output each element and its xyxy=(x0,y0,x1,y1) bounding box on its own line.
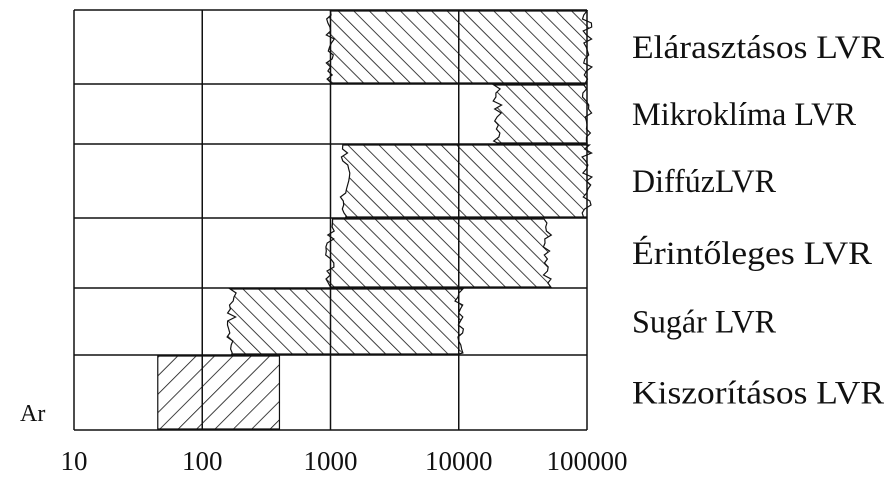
row-label: DiffúzLVR xyxy=(632,164,776,200)
x-tick-label: 10 xyxy=(61,446,88,476)
x-tick-label: 10000 xyxy=(425,446,493,476)
row-label: Mikroklíma LVR xyxy=(632,97,856,133)
row-label: Kiszorításos LVR xyxy=(632,376,884,412)
row-labels: Elárasztásos LVR Mikroklíma LVR DiffúzLVR É… xyxy=(632,30,884,412)
range-bar xyxy=(157,355,281,430)
x-tick-label: 1000 xyxy=(304,446,358,476)
row-label: Sugár LVR xyxy=(632,305,776,341)
y-axis-label: Ar xyxy=(20,401,45,427)
grid xyxy=(73,9,588,431)
range-bar xyxy=(339,144,594,218)
range-bars xyxy=(157,10,594,430)
range-bar xyxy=(491,84,593,144)
x-tick-label: 100 xyxy=(182,446,223,476)
row-label: Érintőleges LVR xyxy=(632,235,872,272)
range-bar xyxy=(325,218,553,288)
row-label: Elárasztásos LVR xyxy=(632,30,884,66)
x-tick-labels: 10 100 1000 10000 100000 xyxy=(61,446,628,476)
x-tick-label: 100000 xyxy=(547,446,628,476)
range-bar xyxy=(226,288,465,355)
